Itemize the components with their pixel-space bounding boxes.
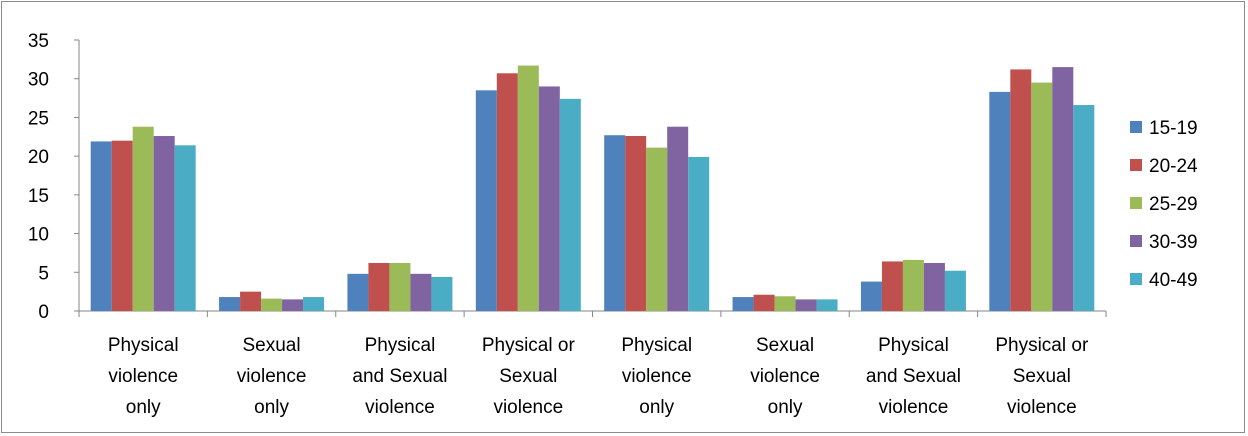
x-tick-label: Sexual (243, 335, 301, 356)
bar (604, 135, 626, 311)
x-tick-label: Physical (621, 335, 692, 356)
bar (989, 91, 1011, 312)
legend-label: 30-39 (1149, 232, 1198, 253)
legend-label: 25-29 (1149, 194, 1198, 215)
bar (559, 98, 581, 312)
bar (389, 262, 411, 311)
bar (646, 147, 668, 311)
bar (174, 145, 196, 311)
category-labels: Physical violence only Sexual violence only Ph… (108, 335, 1089, 418)
y-tick-label: 35 (28, 31, 49, 52)
x-tick-label: Sexual (756, 335, 814, 356)
bar (944, 270, 966, 311)
bar (1031, 82, 1053, 311)
x-tick-label: Physical or (995, 335, 1089, 356)
bar (410, 273, 432, 311)
bar (240, 291, 262, 311)
bar (902, 259, 924, 311)
bar (90, 141, 112, 311)
bar (923, 262, 945, 311)
x-tick-label: only (254, 397, 289, 418)
bar (860, 281, 882, 311)
legend-label: 20-24 (1149, 156, 1198, 177)
bar (111, 140, 133, 311)
x-tick-label: violence (108, 366, 178, 387)
x-tick-label: Physical (108, 335, 179, 356)
x-tick-label: only (126, 397, 161, 418)
bar (732, 297, 754, 311)
y-tick-label: 15 (28, 186, 49, 207)
bar (347, 273, 369, 311)
x-tick-label: violence (365, 397, 435, 418)
bar (795, 299, 817, 311)
x-tick-label: Sexual (499, 366, 557, 387)
bar (625, 136, 647, 311)
x-tick-label: violence (622, 366, 692, 387)
y-tick-label: 20 (28, 147, 49, 168)
y-tick-label: 25 (28, 108, 49, 129)
x-tick-label: violence (237, 366, 307, 387)
x-tick-label: Physical (878, 335, 949, 356)
bar (303, 297, 325, 311)
bar (1073, 105, 1095, 311)
legend-swatch (1130, 121, 1142, 133)
bar (153, 136, 175, 311)
bar (368, 262, 390, 311)
bar (667, 126, 689, 311)
bars (90, 65, 1095, 312)
y-tick-label: 0 (38, 302, 49, 323)
bar (431, 276, 453, 311)
bar (132, 126, 154, 311)
bar (774, 296, 796, 311)
legend-swatch (1130, 235, 1142, 247)
x-tick-label: and Sexual (352, 366, 447, 387)
bar (282, 299, 304, 311)
bar (219, 297, 241, 311)
legend: 15-19 20-24 25-29 30-39 40-49 (1130, 118, 1198, 291)
bar (688, 156, 710, 311)
bar (1052, 67, 1074, 311)
y-tick-label: 30 (28, 70, 49, 91)
x-tick-label: violence (879, 397, 949, 418)
x-tick-label: only (768, 397, 803, 418)
bar (816, 299, 838, 311)
bar (1010, 69, 1032, 312)
legend-swatch (1130, 159, 1142, 171)
x-tick-label: Physical (365, 335, 436, 356)
y-tick-label: 10 (28, 225, 49, 246)
bar (517, 65, 539, 312)
x-tick-label: Physical or (482, 335, 576, 356)
x-tick-label: and Sexual (866, 366, 961, 387)
x-tick-label: violence (493, 397, 563, 418)
bar (881, 261, 903, 311)
bar (475, 90, 497, 311)
legend-swatch (1130, 197, 1142, 209)
x-tick-label: violence (750, 366, 820, 387)
x-tick-label: only (639, 397, 674, 418)
legend-swatch (1130, 273, 1142, 285)
x-tick-label: violence (1007, 397, 1077, 418)
bar (753, 294, 775, 311)
bar (496, 73, 518, 312)
y-tick-label: 5 (38, 263, 49, 284)
legend-label: 15-19 (1149, 118, 1198, 139)
x-tick-label: Sexual (1013, 366, 1071, 387)
bar (261, 298, 283, 311)
legend-label: 40-49 (1149, 270, 1198, 291)
bar (538, 86, 560, 311)
